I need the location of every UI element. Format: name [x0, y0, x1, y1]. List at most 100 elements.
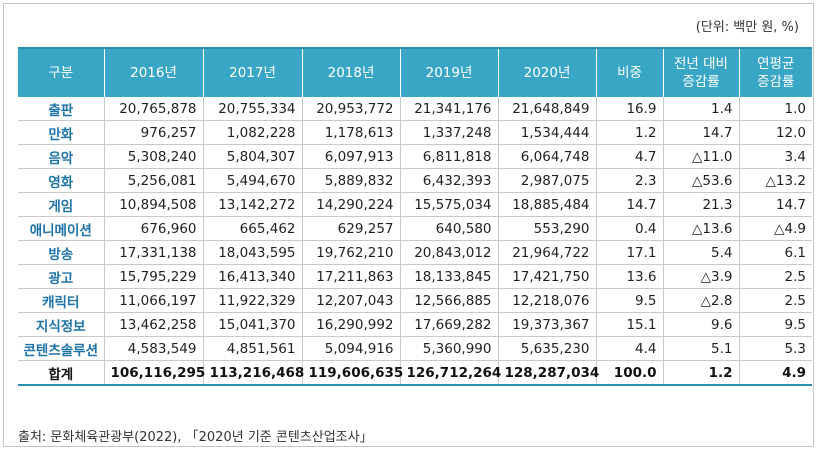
cell-y2017: 11,922,329 [202, 288, 302, 313]
cell-y2017: 5,804,307 [202, 144, 302, 169]
cell-y2018: 6,097,913 [301, 144, 400, 169]
header-row: 구분 2016년 2017년 2018년 2019년 2020년 비중 전년 대… [18, 47, 812, 97]
cell-yoy-change: △2.8 [662, 288, 739, 313]
cell-share: 16.9 [595, 97, 663, 121]
header-2017: 2017년 [202, 47, 303, 97]
cell-share: 0.4 [595, 216, 663, 241]
unit-label: (단위: 백만 원, %) [695, 20, 799, 35]
cell-y2020: 553,290 [497, 216, 596, 241]
cell-share: 4.7 [595, 144, 663, 169]
cell-share: 13.6 [595, 264, 663, 289]
cell-y2019: 21,341,176 [399, 97, 498, 121]
cell-yoy-change: 5.4 [662, 240, 739, 265]
cell-category: 만화 [18, 120, 104, 145]
total-row: 합계 106,116,295 113,216,468 119,606,635 126,7… [18, 360, 812, 386]
header-2020: 2020년 [497, 47, 597, 97]
table-body: 출판 20,765,878 20,755,334 20,953,772 21,341,1… [18, 97, 812, 386]
cell-category: 게임 [18, 192, 104, 217]
cell-y2018: 629,257 [301, 216, 400, 241]
header-category: 구분 [18, 47, 105, 97]
cell-y2016: 17,331,138 [103, 240, 203, 265]
cell-share: 14.7 [595, 192, 663, 217]
cell-y2018: 20,953,772 [301, 97, 400, 121]
total-cell-category: 합계 [18, 360, 104, 386]
cell-y2019: 6,432,393 [399, 168, 498, 193]
cell-y2017: 1,082,228 [202, 120, 302, 145]
cell-y2018: 17,211,863 [301, 264, 400, 289]
cell-y2018: 1,178,613 [301, 120, 400, 145]
total-cell-y2017: 113,216,468 [202, 360, 304, 386]
cell-y2018: 19,762,210 [301, 240, 400, 265]
cell-share: 1.2 [595, 120, 663, 145]
total-cell-yoy-change: 1.2 [662, 360, 739, 386]
cell-y2020: 6,064,748 [497, 144, 596, 169]
cell-y2020: 5,635,230 [497, 336, 596, 361]
table-row: 애니메이션 676,960 665,462 629,257 640,580 553,290… [18, 216, 812, 241]
cell-cagr: 9.5 [738, 312, 812, 337]
cell-yoy-change: △3.9 [662, 264, 739, 289]
table-row: 음악 5,308,240 5,804,307 6,097,913 6,811,818 6,… [18, 144, 812, 169]
cell-cagr: 1.0 [738, 97, 812, 121]
cell-y2018: 16,290,992 [301, 312, 400, 337]
cell-y2016: 20,765,878 [103, 97, 203, 121]
cell-y2016: 5,256,081 [103, 168, 203, 193]
cell-yoy-change: △53.6 [662, 168, 739, 193]
table-row: 영화 5,256,081 5,494,670 5,889,832 6,432,393 2,… [18, 168, 812, 193]
cell-share: 2.3 [595, 168, 663, 193]
cell-y2018: 12,207,043 [301, 288, 400, 313]
cell-cagr: △4.9 [738, 216, 812, 241]
cell-y2019: 640,580 [399, 216, 498, 241]
total-cell-y2016: 106,116,295 [103, 360, 205, 386]
cell-y2020: 17,421,750 [497, 264, 596, 289]
table-row: 게임 10,894,508 13,142,272 14,290,224 15,575,0… [18, 192, 812, 217]
total-cell-y2019: 126,712,264 [399, 360, 501, 386]
cell-yoy-change: 5.1 [662, 336, 739, 361]
cell-share: 17.1 [595, 240, 663, 265]
total-cell-y2020: 128,287,034 [497, 360, 599, 386]
cell-cagr: 2.5 [738, 288, 812, 313]
cell-yoy-change: 21.3 [662, 192, 739, 217]
total-cell-share: 100.0 [595, 360, 663, 386]
cell-share: 15.1 [595, 312, 663, 337]
cell-y2017: 5,494,670 [202, 168, 302, 193]
cell-y2017: 15,041,370 [202, 312, 302, 337]
cell-cagr: 6.1 [738, 240, 812, 265]
table-row: 만화 976,257 1,082,228 1,178,613 1,337,248 1,53… [18, 120, 812, 145]
cell-category: 애니메이션 [18, 216, 104, 241]
cell-yoy-change: 1.4 [662, 97, 739, 121]
cell-y2018: 14,290,224 [301, 192, 400, 217]
total-cell-y2018: 119,606,635 [301, 360, 403, 386]
cell-y2020: 19,373,367 [497, 312, 596, 337]
cell-y2017: 665,462 [202, 216, 302, 241]
cell-y2020: 2,987,075 [497, 168, 596, 193]
cell-y2016: 4,583,549 [103, 336, 203, 361]
cell-y2018: 5,889,832 [301, 168, 400, 193]
cell-y2016: 5,308,240 [103, 144, 203, 169]
content-industry-sales-table: 구분 2016년 2017년 2018년 2019년 2020년 비중 전년 대… [18, 47, 812, 386]
cell-cagr: 3.4 [738, 144, 812, 169]
cell-y2017: 18,043,595 [202, 240, 302, 265]
cell-y2016: 15,795,229 [103, 264, 203, 289]
cell-share: 4.4 [595, 336, 663, 361]
cell-category: 지식정보 [18, 312, 104, 337]
cell-y2019: 17,669,282 [399, 312, 498, 337]
cell-yoy-change: 14.7 [662, 120, 739, 145]
cell-cagr: 12.0 [738, 120, 812, 145]
table-row: 콘텐츠솔루션 4,583,549 4,851,561 5,094,916 5,360,9… [18, 336, 812, 361]
header-yoy-change: 전년 대비 증감률 [662, 47, 740, 97]
table-row: 캐릭터 11,066,197 11,922,329 12,207,043 12,566,… [18, 288, 812, 313]
cell-y2020: 1,534,444 [497, 120, 596, 145]
cell-category: 영화 [18, 168, 104, 193]
cell-share: 9.5 [595, 288, 663, 313]
cell-category: 음악 [18, 144, 104, 169]
cell-y2017: 20,755,334 [202, 97, 302, 121]
cell-yoy-change: 9.6 [662, 312, 739, 337]
table-row: 지식정보 13,462,258 15,041,370 16,290,992 17,669… [18, 312, 812, 337]
cell-y2019: 6,811,818 [399, 144, 498, 169]
cell-y2019: 15,575,034 [399, 192, 498, 217]
header-2016: 2016년 [103, 47, 204, 97]
cell-cagr: 2.5 [738, 264, 812, 289]
total-cell-cagr: 4.9 [738, 360, 812, 386]
cell-y2019: 1,337,248 [399, 120, 498, 145]
cell-yoy-change: △13.6 [662, 216, 739, 241]
